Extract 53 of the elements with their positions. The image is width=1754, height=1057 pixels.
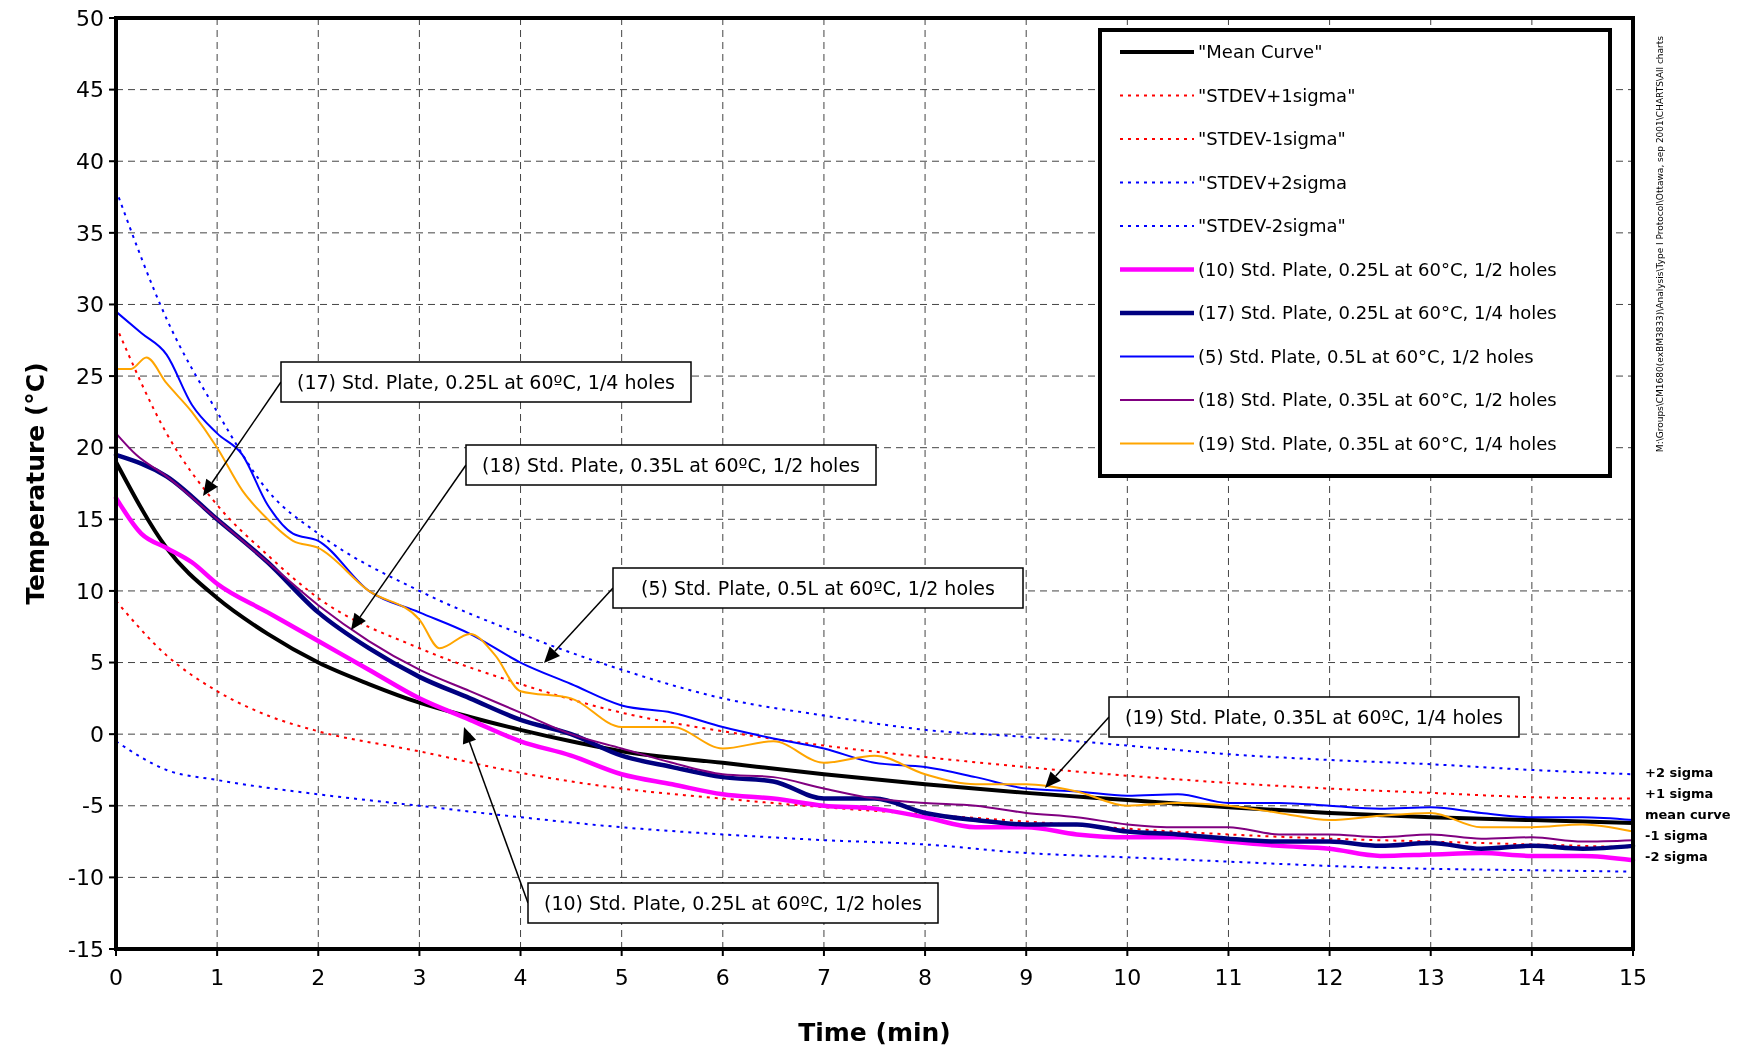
text: +1 sigma — [1645, 786, 1714, 802]
y-tick-label: 35 — [76, 220, 104, 246]
annotation: (17) Std. Plate, 0.25L at 60ºC, 1/4 holes — [297, 370, 675, 393]
x-tick-label: 0 — [109, 965, 123, 990]
legend-label: (10) Std. Plate, 0.25L at 60°C, 1/2 holes — [1198, 258, 1557, 280]
text: M:\Groups\CM1680(exBM3833)\Analysis\Type I Protocol\Ottawa, sep 2001\CHARTS\All charts — [1655, 35, 1665, 453]
annotation: (10) Std. Plate, 0.25L at 60ºC, 1/2 holes — [544, 891, 922, 914]
text: -1 sigma — [1645, 828, 1708, 844]
annotation: (18) Std. Plate, 0.35L at 60ºC, 1/2 holes — [482, 453, 860, 476]
legend-label: "STDEV+1sigma" — [1198, 84, 1356, 106]
text: mean curve — [1645, 807, 1731, 823]
text: -2 sigma — [1645, 849, 1708, 865]
legend-label: "STDEV-1sigma" — [1198, 128, 1346, 150]
legend-label: "STDEV-2sigma" — [1198, 215, 1346, 237]
x-tick-label: 13 — [1416, 965, 1445, 990]
x-tick-label: 14 — [1517, 965, 1546, 990]
x-tick-label: 7 — [816, 965, 831, 990]
x-tick-label: 2 — [311, 965, 326, 990]
x-tick-label: 12 — [1315, 965, 1344, 990]
x-axis-title: Time (min) — [798, 1018, 951, 1047]
annotation: (5) Std. Plate, 0.5L at 60ºC, 1/2 holes — [641, 576, 995, 599]
x-tick-label: 8 — [918, 965, 933, 990]
y-axis-title: Temperature (°C) — [21, 362, 50, 605]
x-tick-label: 10 — [1113, 965, 1142, 990]
y-tick-label: -5 — [82, 793, 104, 819]
y-tick-label: 25 — [76, 363, 104, 389]
x-tick-label: 11 — [1214, 965, 1243, 990]
y-tick-label: 10 — [76, 578, 104, 604]
y-tick-label: 40 — [76, 148, 104, 174]
x-tick-label: 3 — [412, 965, 427, 990]
x-tick-label: 15 — [1619, 965, 1647, 990]
y-tick-label: 5 — [90, 650, 104, 676]
y-tick-label: 0 — [90, 721, 104, 747]
legend-label: (5) Std. Plate, 0.5L at 60°C, 1/2 holes — [1198, 345, 1534, 367]
x-tick-label: 5 — [614, 965, 629, 990]
y-tick-label: 45 — [76, 77, 104, 103]
x-tick-label: 1 — [210, 965, 225, 990]
annotation: (19) Std. Plate, 0.35L at 60ºC, 1/4 holes — [1125, 705, 1503, 728]
y-tick-label: 50 — [76, 5, 104, 31]
y-tick-label: 15 — [76, 507, 104, 533]
x-tick-label: 6 — [715, 965, 730, 990]
legend-label: (17) Std. Plate, 0.25L at 60°C, 1/4 holes — [1198, 302, 1557, 324]
y-tick-label: 20 — [76, 435, 104, 461]
legend-label: "STDEV+2sigma — [1198, 171, 1348, 193]
y-tick-label: -10 — [68, 865, 104, 891]
y-tick-label: -15 — [68, 936, 104, 962]
legend-label: "Mean Curve" — [1198, 41, 1323, 63]
text: +2 sigma — [1645, 765, 1714, 781]
y-tick-label: 30 — [76, 292, 104, 318]
legend-label: (19) Std. Plate, 0.35L at 60°C, 1/4 holes — [1198, 432, 1557, 454]
x-tick-label: 9 — [1019, 965, 1034, 990]
legend-label: (18) Std. Plate, 0.35L at 60°C, 1/2 holes — [1198, 389, 1557, 411]
x-tick-label: 4 — [513, 965, 528, 990]
